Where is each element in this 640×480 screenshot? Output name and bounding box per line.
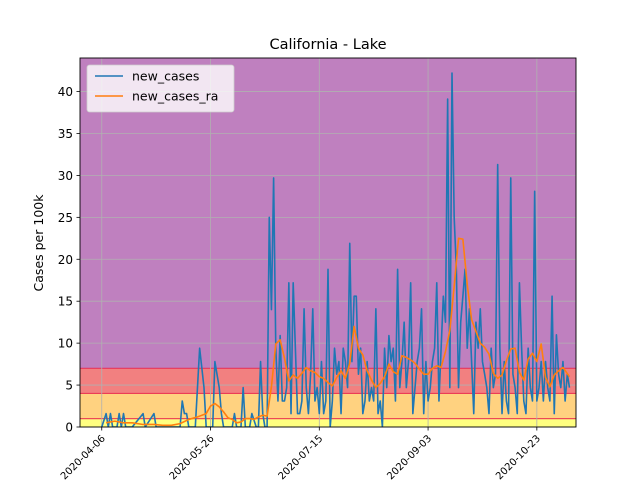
y-tick-label: 35 <box>58 127 73 141</box>
y-tick-label: 40 <box>58 85 73 99</box>
legend-label: new_cases_ra <box>132 89 218 104</box>
y-tick-label: 30 <box>58 169 73 183</box>
series-line-new_cases <box>100 72 571 427</box>
threshold-band <box>80 393 576 419</box>
y-tick-label: 10 <box>58 337 73 351</box>
legend-label: new_cases <box>132 69 199 84</box>
legend-box <box>86 64 235 113</box>
chart-title: California - Lake <box>269 37 386 53</box>
y-tick-label: 15 <box>58 295 73 309</box>
y-tick-label: 20 <box>58 253 73 267</box>
threshold-bands <box>80 58 576 427</box>
series-lines <box>100 72 571 427</box>
series-line-new_cases_ra <box>105 237 571 427</box>
y-tick-label: 0 <box>65 421 73 435</box>
grid-lines <box>80 58 576 428</box>
y-axis-label: Cases per 100k <box>31 194 46 292</box>
plot-frame <box>79 57 577 428</box>
y-axis-ticks: 0 5 10 15 20 25 30 35 40 <box>58 85 80 435</box>
threshold-band <box>80 418 576 427</box>
legend: new_cases new_cases_ra <box>86 64 235 113</box>
y-tick-label: 5 <box>65 379 73 393</box>
y-tick-label: 25 <box>58 211 73 225</box>
